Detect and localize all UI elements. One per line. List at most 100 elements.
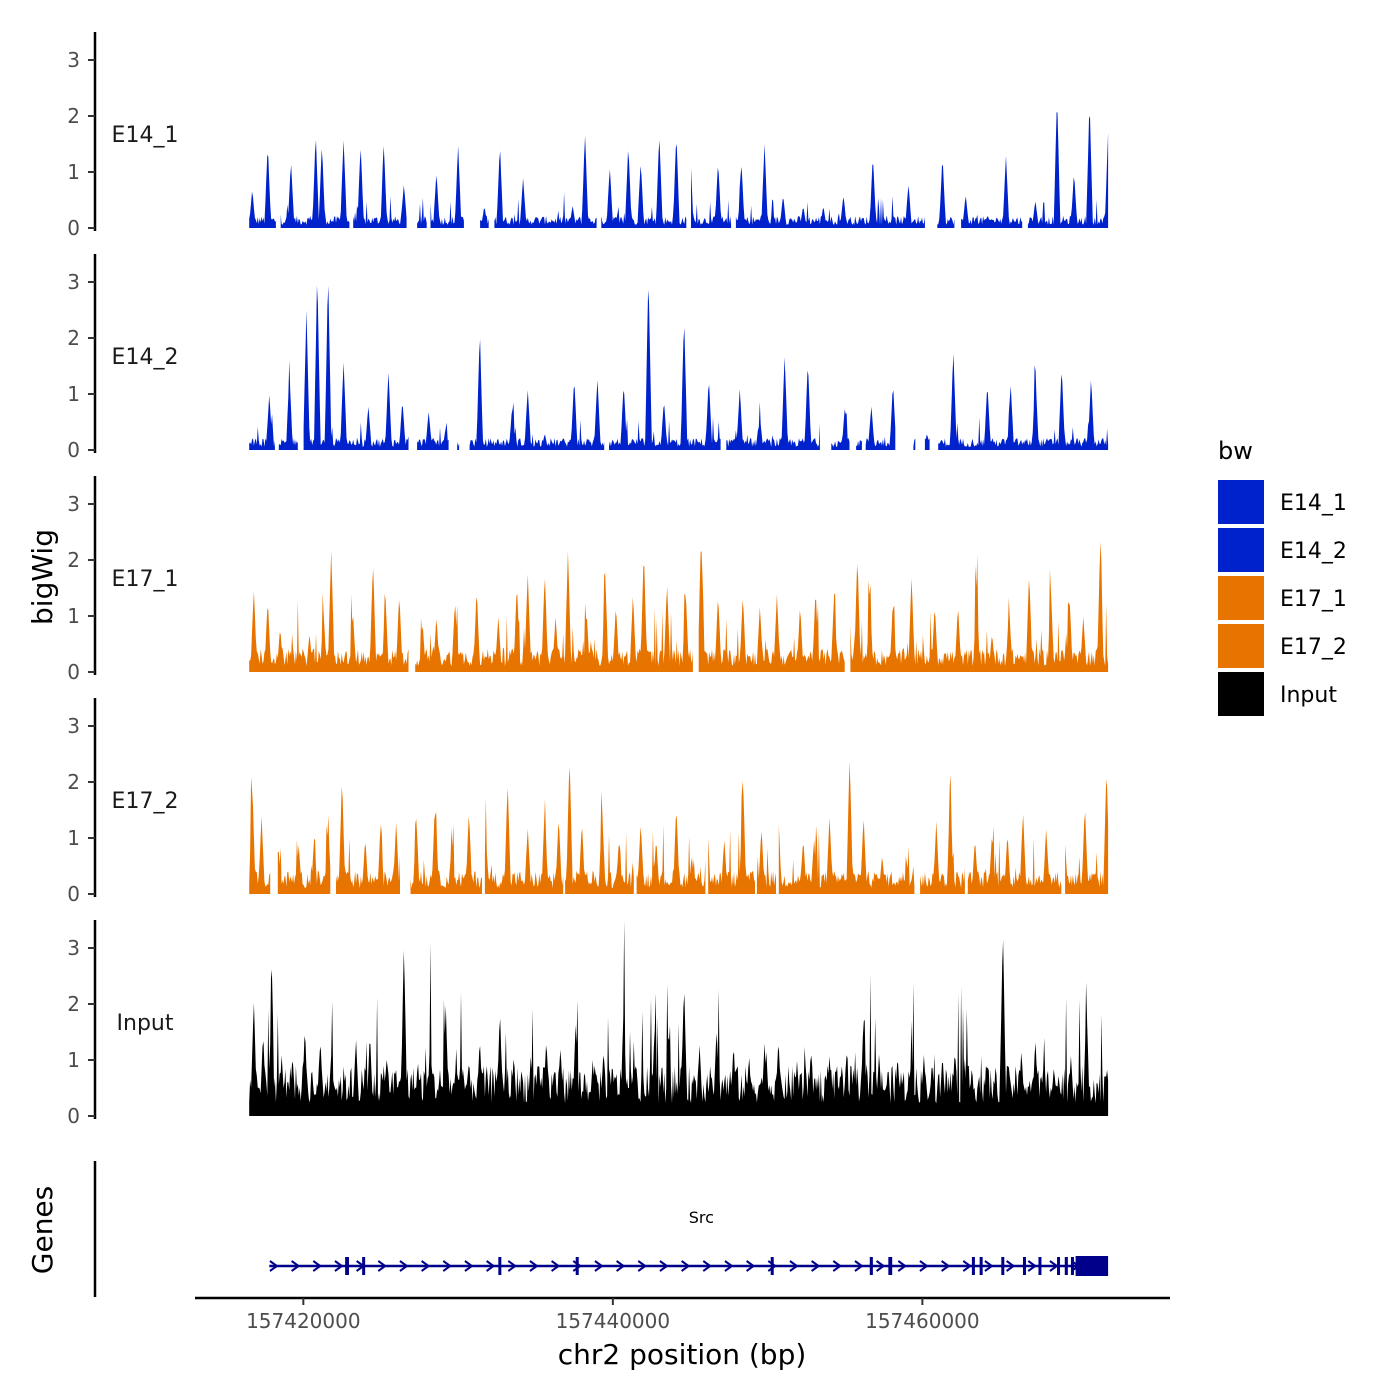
track-label: E14_1	[112, 123, 179, 148]
strand-arrow	[464, 1260, 474, 1272]
track-label: E17_1	[112, 567, 179, 592]
gene-exon	[1001, 1257, 1005, 1275]
gene-exon	[971, 1257, 975, 1275]
y-tick-label: 1	[67, 1048, 80, 1072]
strand-arrow	[919, 1260, 929, 1272]
strand-arrow	[269, 1260, 279, 1272]
strand-arrow	[897, 1260, 907, 1272]
y-tick-label: 3	[67, 270, 80, 294]
strand-arrow	[702, 1260, 712, 1272]
track-e17-1: 0 1 2 3 E17_1	[67, 476, 1109, 684]
legend: bw E14_1 E14_2 E17_1 E17_2 Input	[1218, 437, 1347, 716]
coverage-area-e17-1	[249, 541, 1109, 672]
strand-arrow	[486, 1260, 496, 1272]
legend-swatch	[1218, 624, 1264, 668]
coverage-area-e14-1	[249, 111, 1109, 228]
track-input: 0 1 2 3 Input	[67, 920, 1109, 1128]
gene-exon	[1064, 1257, 1068, 1275]
strand-arrow	[854, 1260, 864, 1272]
strand-arrow	[681, 1260, 691, 1272]
x-axis: 157420000 157440000 157460000	[195, 1296, 1170, 1333]
strand-arrow	[1027, 1260, 1037, 1272]
strand-arrow	[789, 1260, 799, 1272]
x-tick-label: 157420000	[246, 1309, 361, 1333]
strand-arrow	[399, 1260, 409, 1272]
legend-swatch	[1218, 672, 1264, 716]
y-tick-label: 2	[67, 548, 80, 572]
gene-exon	[1022, 1257, 1026, 1275]
strand-arrow	[551, 1260, 561, 1272]
coverage-tracks: 0 1 2 3 E14_1 0 1 2 3 E14_2 0 1 2 3 E17_1 0 1 2 3 E17_2 0 1 2 3…	[67, 32, 1109, 1128]
strand-arrow	[507, 1260, 517, 1272]
y-tick-label: 3	[67, 936, 80, 960]
x-axis-title: chr2 position (bp)	[558, 1338, 807, 1371]
strand-arrow	[421, 1260, 431, 1272]
strand-arrow	[811, 1260, 821, 1272]
x-tick-label: 157440000	[556, 1309, 671, 1333]
legend-label: E14_1	[1280, 491, 1347, 516]
strand-arrow	[941, 1260, 951, 1272]
gene-exon	[1038, 1257, 1042, 1275]
y-tick-label: 0	[67, 1104, 80, 1128]
strand-arrow	[312, 1260, 322, 1272]
strand-arrow	[616, 1260, 626, 1272]
track-label: E14_2	[112, 345, 179, 370]
gene-exon	[869, 1257, 873, 1275]
y-tick-label: 0	[67, 216, 80, 240]
track-label: E17_2	[112, 789, 179, 814]
strand-arrow	[876, 1260, 886, 1272]
legend-swatch	[1218, 576, 1264, 620]
gene-exon	[979, 1257, 983, 1275]
strand-arrow	[724, 1260, 734, 1272]
legend-label: Input	[1280, 683, 1337, 708]
gene-exon	[770, 1257, 774, 1275]
gene-exon	[1075, 1256, 1109, 1276]
strand-arrow	[442, 1260, 452, 1272]
gene-exon	[1070, 1257, 1074, 1275]
coverage-area-e14-2	[249, 285, 1109, 450]
gene-name-label: Src	[689, 1208, 714, 1227]
legend-label: E17_1	[1280, 587, 1347, 612]
legend-swatch	[1218, 480, 1264, 524]
y-tick-label: 1	[67, 604, 80, 628]
y-axis-title: bigWig	[26, 529, 59, 625]
gene-exon	[575, 1257, 579, 1275]
y-tick-label: 3	[67, 492, 80, 516]
y-tick-label: 3	[67, 714, 80, 738]
strand-arrow	[962, 1260, 972, 1272]
y-tick-label: 2	[67, 992, 80, 1016]
track-label: Input	[117, 1011, 174, 1036]
y-tick-label: 0	[67, 882, 80, 906]
genes-track: Src	[93, 1161, 1109, 1297]
strand-arrow	[637, 1260, 647, 1272]
strand-arrow	[334, 1260, 344, 1272]
y-tick-label: 2	[67, 104, 80, 128]
strand-arrow	[1049, 1260, 1059, 1272]
coverage-area-input	[249, 920, 1109, 1116]
strand-arrow	[767, 1260, 777, 1272]
strand-arrow	[1006, 1260, 1016, 1272]
gene-exon	[1057, 1257, 1061, 1275]
gene-exon	[498, 1257, 502, 1275]
strand-arrow	[377, 1260, 387, 1272]
track-e14-1: 0 1 2 3 E14_1	[67, 32, 1109, 240]
y-tick-label: 1	[67, 382, 80, 406]
legend-label: E14_2	[1280, 539, 1347, 564]
legend-label: E17_2	[1280, 635, 1347, 660]
y-tick-label: 1	[67, 826, 80, 850]
strand-arrow	[746, 1260, 756, 1272]
track-e17-2: 0 1 2 3 E17_2	[67, 698, 1109, 906]
y-tick-label: 0	[67, 660, 80, 684]
gene-exon	[362, 1257, 366, 1275]
coverage-area-e17-2	[249, 761, 1109, 894]
strand-arrow	[659, 1260, 669, 1272]
strand-arrow	[594, 1260, 604, 1272]
x-tick-label: 157460000	[865, 1309, 980, 1333]
y-tick-label: 2	[67, 326, 80, 350]
y-tick-label: 3	[67, 48, 80, 72]
strand-arrow	[291, 1260, 301, 1272]
y-tick-label: 2	[67, 770, 80, 794]
y-tick-label: 1	[67, 160, 80, 184]
legend-swatch	[1218, 528, 1264, 572]
